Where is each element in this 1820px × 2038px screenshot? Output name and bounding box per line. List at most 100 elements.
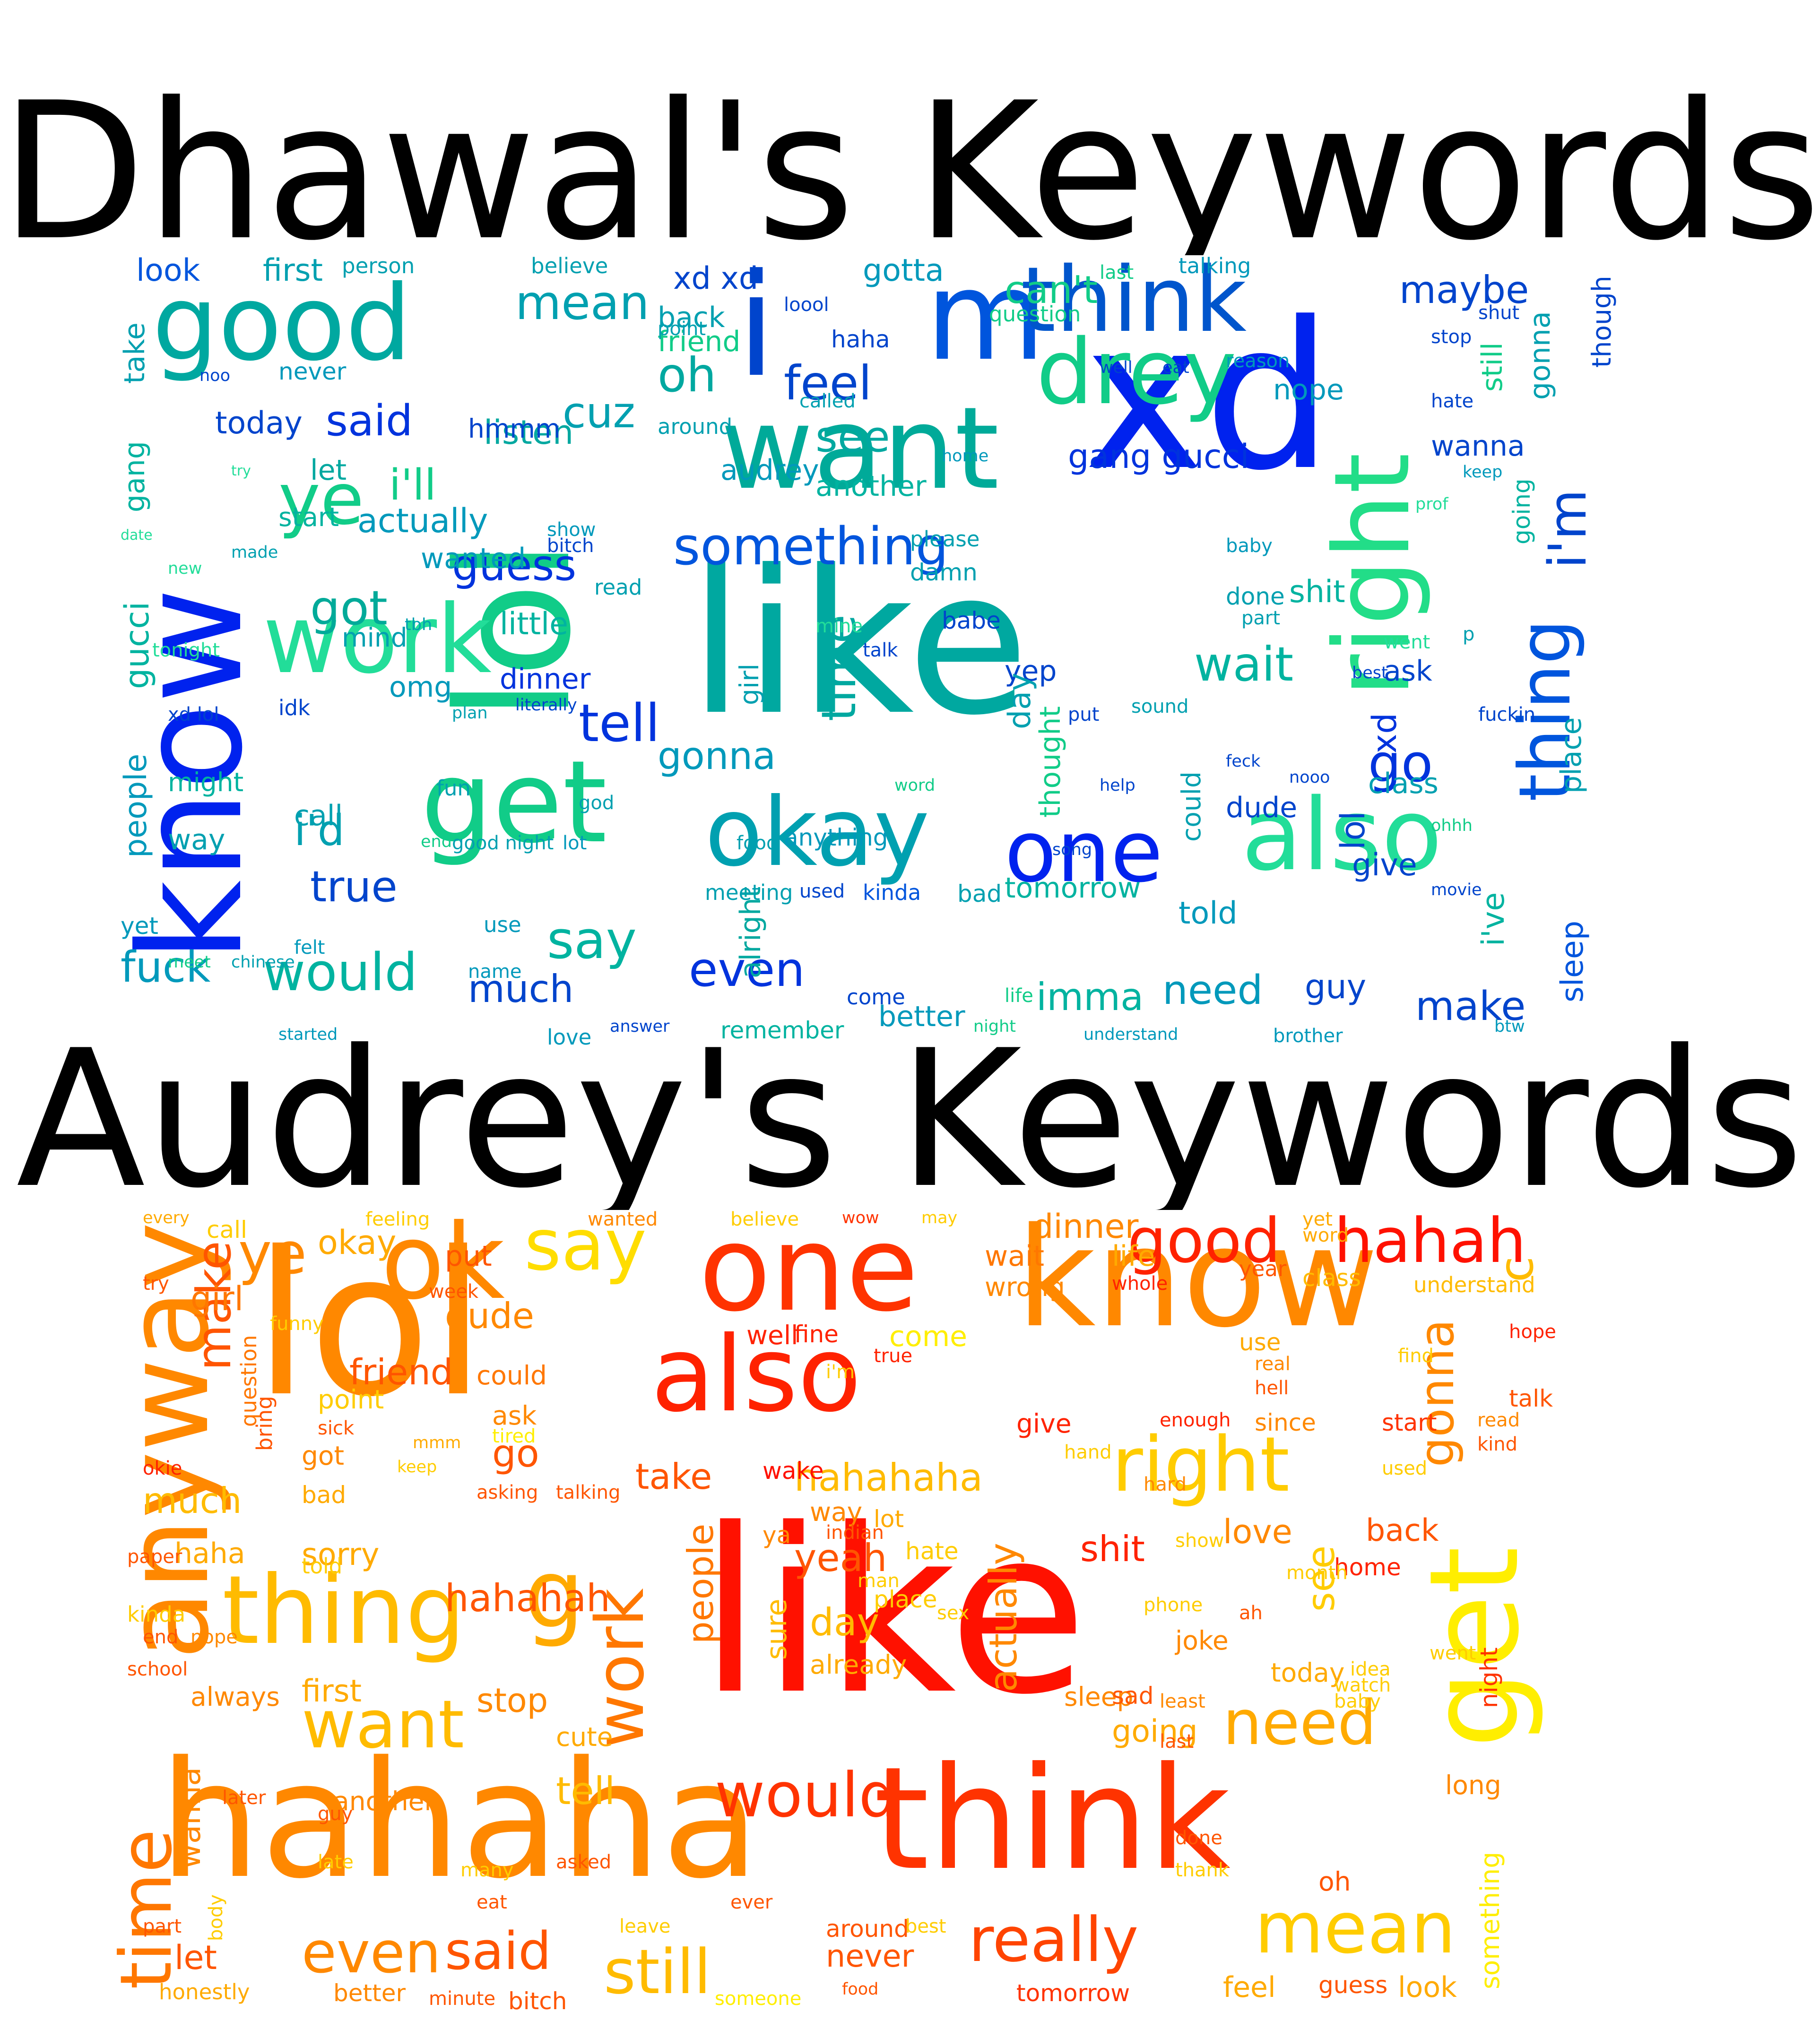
word-food: food	[842, 1980, 879, 1999]
word-wanna: wanna	[1431, 430, 1525, 463]
word-can-t: can't	[1005, 268, 1098, 312]
word-life: life	[1005, 985, 1033, 1007]
word-still: still	[604, 1936, 711, 2008]
word-made: made	[231, 543, 278, 562]
word-tonight: tonight	[152, 639, 220, 661]
word-day: day	[1002, 673, 1038, 729]
word-used: used	[799, 881, 845, 902]
word-true: true	[874, 1345, 913, 1367]
word-see: see	[815, 412, 890, 462]
word-watch: watch	[1334, 1675, 1391, 1696]
word-bad: bad	[957, 880, 1002, 907]
word-tired: tired	[492, 1425, 536, 1447]
word-tell: tell	[556, 1769, 615, 1813]
word-sad: sad	[1112, 1682, 1154, 1710]
word-oh: oh	[1318, 1866, 1351, 1897]
word-new: new	[168, 559, 202, 578]
word-talk: talk	[863, 639, 898, 661]
word-done: done	[1226, 583, 1285, 610]
word-paper: paper	[127, 1546, 182, 1568]
word-btw: btw	[1494, 1017, 1525, 1036]
word-show: show	[547, 519, 596, 541]
word-i-m: i'm	[1537, 489, 1598, 569]
word-could: could	[1176, 771, 1206, 842]
word-dude: dude	[1226, 791, 1298, 824]
word-reason: reason	[1226, 350, 1290, 372]
word-chinese: chinese	[231, 953, 295, 972]
word-part: part	[143, 1916, 182, 1937]
word-tomorrow: tomorrow	[1016, 1979, 1130, 2007]
word-good: good	[152, 263, 412, 384]
word-got: got	[302, 1441, 345, 1471]
word-one: one	[1005, 803, 1163, 901]
title-audrey-keywords: Audrey's Keywords	[16, 1010, 1804, 1230]
word-lol: lol	[1334, 811, 1372, 850]
word-gang: gang	[121, 441, 151, 512]
word-night: night	[973, 1017, 1016, 1036]
word-shit: shit	[1289, 574, 1345, 610]
word-want: want	[720, 382, 999, 515]
word-back: back	[658, 301, 725, 334]
word-though: though	[1586, 276, 1617, 368]
word-say: say	[547, 910, 637, 970]
word-haha: haha	[174, 1537, 245, 1570]
word-well: well	[746, 1320, 798, 1350]
word-hahaha: hahaha	[159, 1727, 760, 1914]
word-let: let	[310, 454, 347, 487]
word-nope: nope	[1273, 373, 1344, 406]
word-try: try	[143, 1273, 169, 1295]
word-ye: ye	[238, 1221, 307, 1287]
word-remember: remember	[720, 1017, 844, 1044]
word-tomorrow: tomorrow	[1005, 872, 1141, 905]
word-feck: feck	[1226, 752, 1261, 771]
word-maybe: maybe	[1399, 268, 1529, 312]
word-love: love	[1223, 1512, 1292, 1551]
word-best: best	[905, 1916, 946, 1937]
word-bad: bad	[302, 1481, 347, 1509]
word-good: good	[1127, 1210, 1281, 1277]
word-feel: feel	[1223, 1971, 1276, 2004]
word-since: since	[1255, 1409, 1316, 1436]
word-going: going	[1508, 478, 1535, 544]
word-i: i	[737, 255, 776, 408]
word-i-ve: i've	[1476, 892, 1511, 946]
word-whole: whole	[1112, 1273, 1168, 1295]
word-guess: guess	[1318, 1971, 1388, 1999]
word-keep: keep	[1463, 463, 1503, 482]
word-oh: oh	[658, 347, 717, 403]
word-mean: mean	[515, 275, 650, 330]
word-noo: noo	[199, 366, 231, 385]
word-sleep: sleep	[1064, 1682, 1134, 1712]
word-idk: idk	[278, 695, 311, 720]
word-hand: hand	[1064, 1442, 1112, 1463]
word-told: told	[302, 1554, 343, 1579]
word-stop: stop	[1431, 326, 1472, 348]
word-also: also	[651, 1314, 862, 1435]
word-late: late	[318, 1851, 354, 1873]
word-babe: babe	[942, 607, 1001, 634]
word-put: put	[1068, 704, 1100, 725]
word-class: class	[1368, 767, 1439, 800]
word-even: even	[689, 942, 805, 997]
word-good-night: good night	[452, 832, 554, 854]
word-understand: understand	[1083, 1025, 1179, 1044]
word-talking: talking	[1179, 255, 1251, 278]
word-yet: yet	[121, 912, 158, 940]
word-would: would	[715, 1759, 898, 1831]
word-body: body	[205, 1894, 227, 1941]
word-literally: literally	[515, 696, 577, 715]
word-honestly: honestly	[159, 1979, 250, 2004]
word-listen: listen	[484, 413, 574, 452]
word-hahahah: hahahah	[445, 1576, 610, 1620]
word-sex: sex	[937, 1602, 970, 1624]
word-feel: feel	[784, 355, 872, 411]
word-fine: fine	[794, 1321, 839, 1348]
word-read: read	[594, 575, 642, 600]
word-haha: haha	[831, 326, 890, 353]
word-baby: baby	[1334, 1691, 1381, 1712]
word-help: help	[1100, 776, 1135, 795]
word-gotta: gotta	[863, 255, 944, 288]
word-felt: felt	[294, 937, 325, 959]
word-said: said	[445, 1921, 552, 1981]
word-p: p	[1463, 623, 1475, 645]
